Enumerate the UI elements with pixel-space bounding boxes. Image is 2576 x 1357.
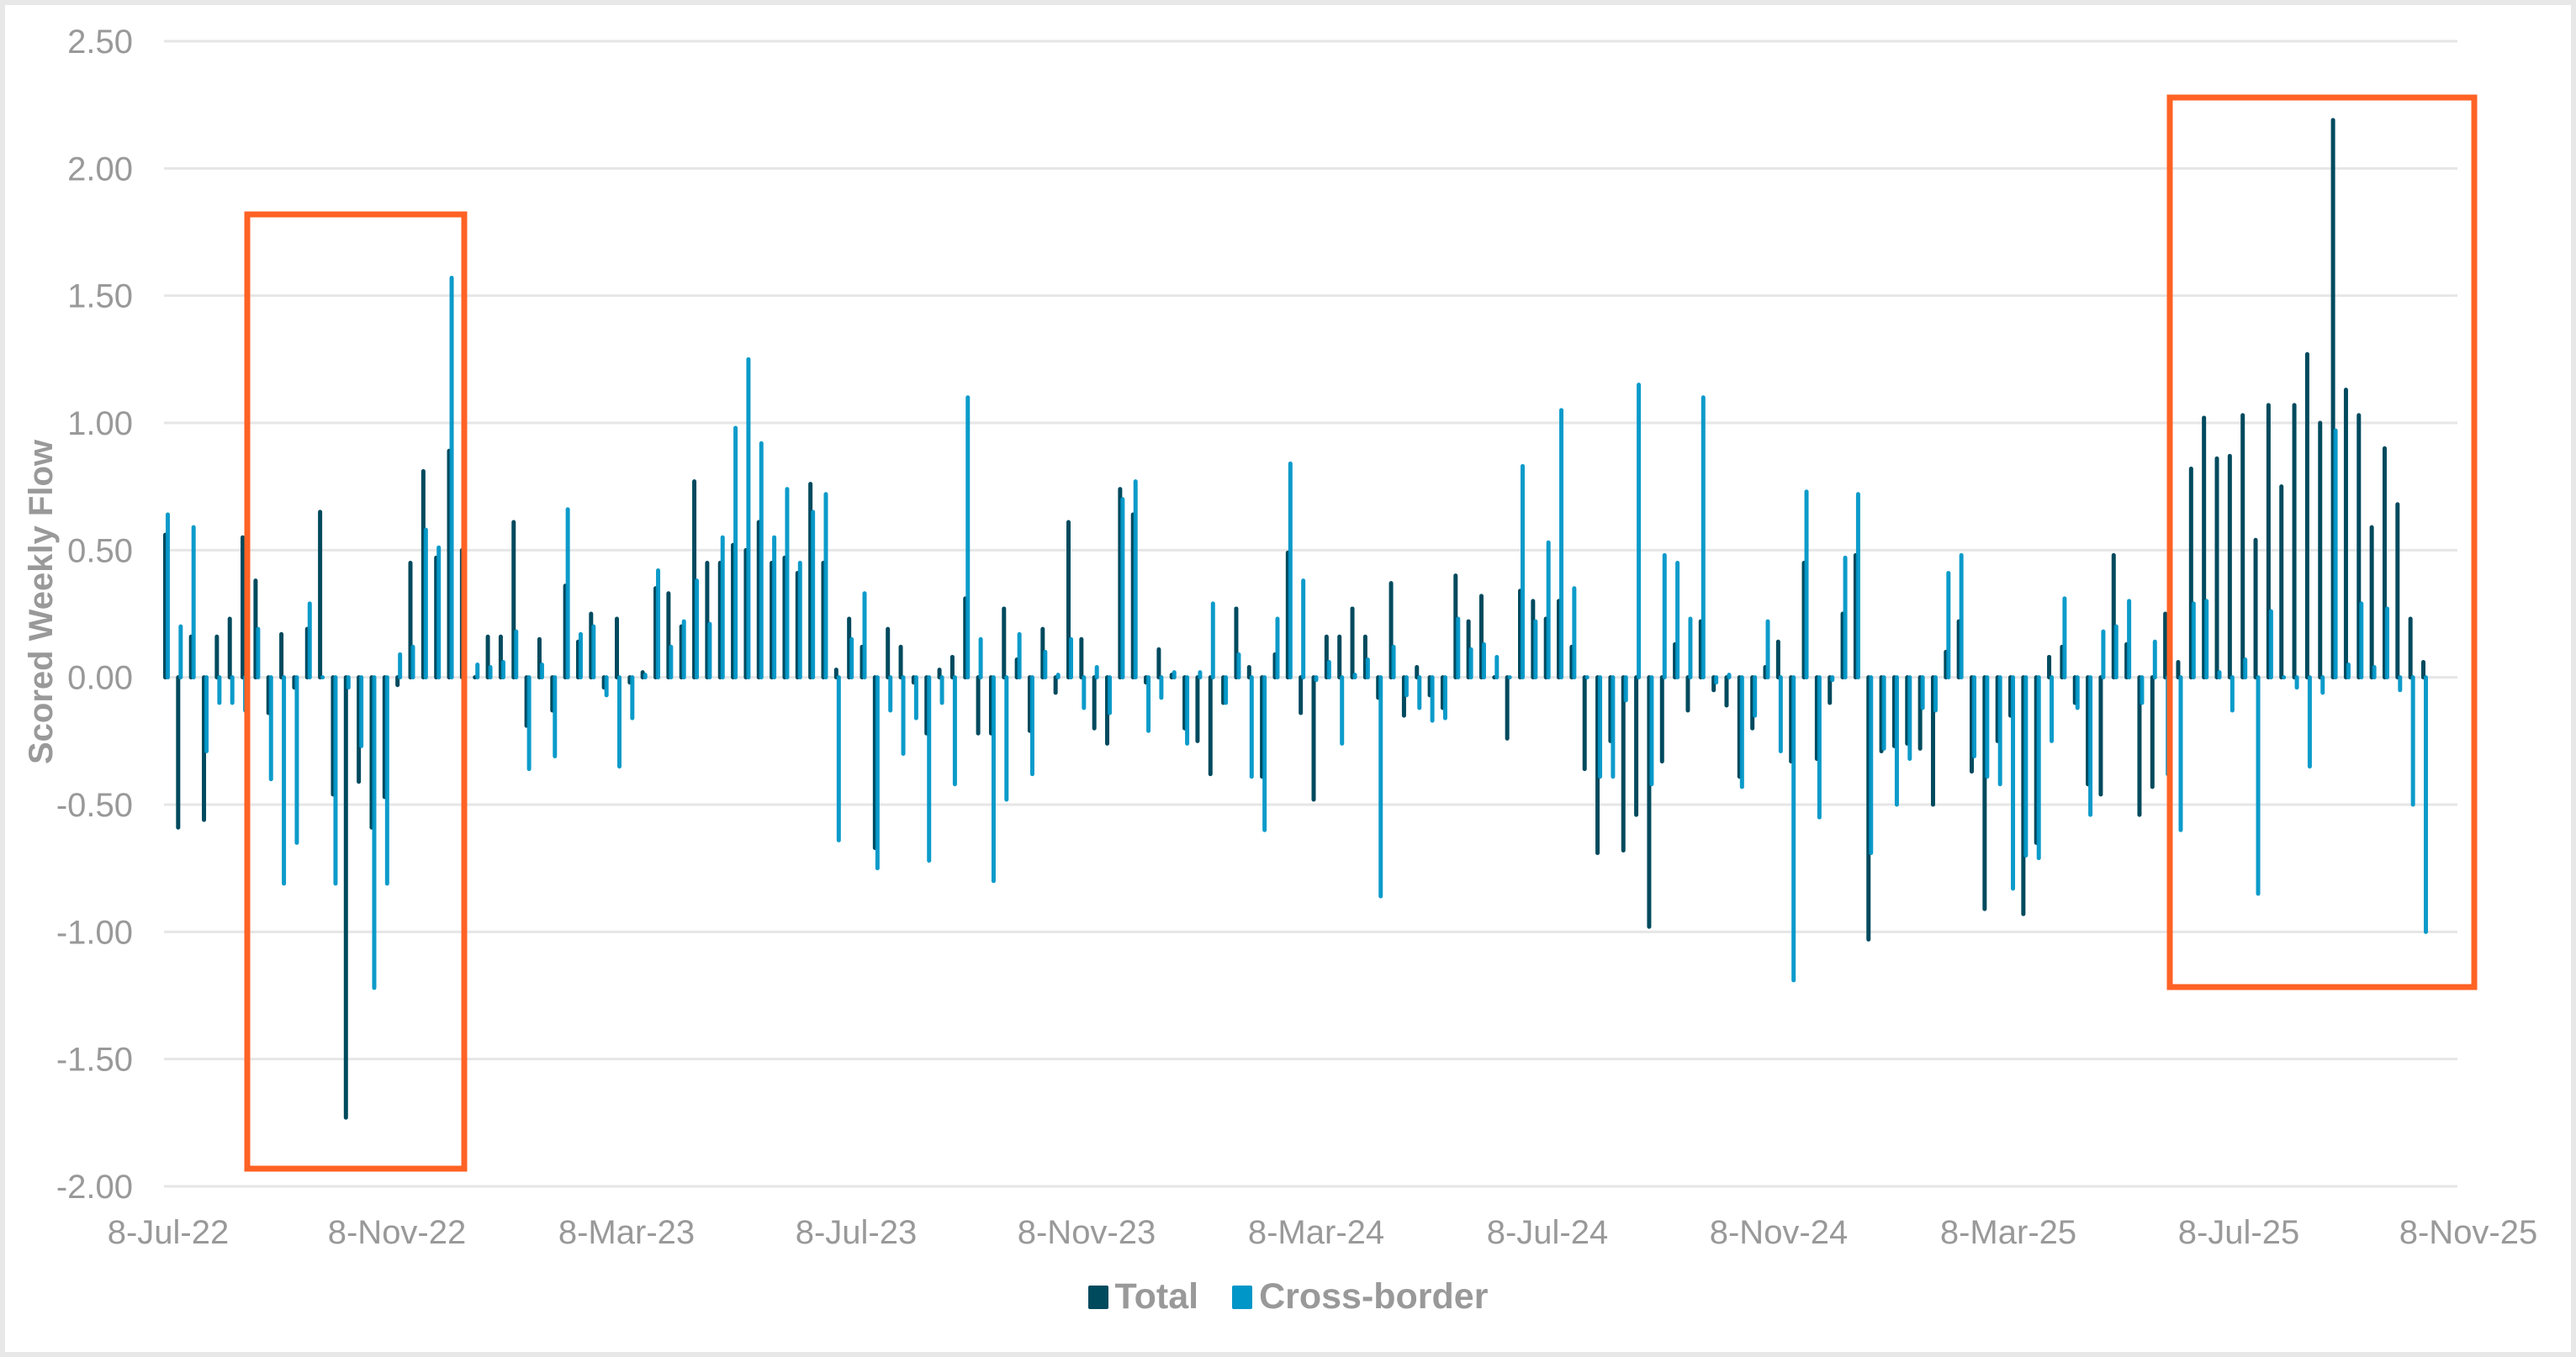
x-tick-label: 8-Nov-25 bbox=[2399, 1214, 2538, 1251]
legend: Total Cross-border bbox=[0, 1276, 2576, 1317]
legend-label-total: Total bbox=[1114, 1276, 1199, 1317]
gridlines bbox=[164, 40, 2457, 1188]
x-tick-label: 8-Jul-22 bbox=[108, 1214, 230, 1251]
legend-item-cross-border[interactable]: Cross-border bbox=[1232, 1276, 1488, 1317]
x-tick-label: 8-Jul-25 bbox=[2178, 1214, 2300, 1251]
y-tick-label: 0.00 bbox=[67, 660, 133, 697]
x-tick-label: 8-Mar-25 bbox=[1940, 1214, 2076, 1251]
legend-label-cross-border: Cross-border bbox=[1259, 1276, 1489, 1317]
cross-border-swatch-icon bbox=[1232, 1285, 1253, 1309]
y-tick-label: -0.50 bbox=[56, 787, 133, 824]
highlight-box bbox=[2166, 94, 2478, 990]
highlight-box bbox=[244, 211, 468, 1172]
total-swatch-icon bbox=[1087, 1285, 1108, 1309]
y-tick-label: 2.00 bbox=[67, 150, 133, 187]
y-tick-label: -1.00 bbox=[56, 914, 133, 951]
legend-item-total[interactable]: Total bbox=[1087, 1276, 1199, 1317]
y-tick-label: 1.00 bbox=[67, 405, 133, 442]
x-tick-label: 8-Mar-24 bbox=[1248, 1214, 1384, 1251]
highlight-boxes bbox=[244, 94, 2478, 1172]
y-tick-label: 2.50 bbox=[67, 24, 133, 61]
y-tick-label: 1.50 bbox=[67, 278, 133, 315]
y-tick-label: 0.50 bbox=[67, 532, 133, 569]
y-axis-title: Scored Weekly Flow bbox=[23, 439, 60, 764]
y-tick-label: -1.50 bbox=[56, 1042, 133, 1079]
x-tick-label: 8-Nov-22 bbox=[328, 1214, 467, 1251]
x-tick-label: 8-Jul-23 bbox=[796, 1214, 918, 1251]
x-tick-label: 8-Nov-24 bbox=[1710, 1214, 1849, 1251]
x-tick-label: 8-Mar-23 bbox=[558, 1214, 695, 1251]
bars bbox=[163, 118, 2428, 1120]
x-axis-ticks: 8-Jul-22 8-Nov-22 8-Mar-23 8-Jul-23 8-Nov-23… bbox=[108, 1214, 2538, 1251]
x-tick-label: 8-Jul-24 bbox=[1487, 1214, 1609, 1251]
y-tick-label: -2.00 bbox=[56, 1169, 133, 1206]
x-tick-label: 8-Nov-23 bbox=[1018, 1214, 1156, 1251]
y-axis-ticks: 2.50 2.00 1.50 1.00 0.50 0.00 -0.50 -1.00 -1.50 -… bbox=[56, 24, 133, 1206]
